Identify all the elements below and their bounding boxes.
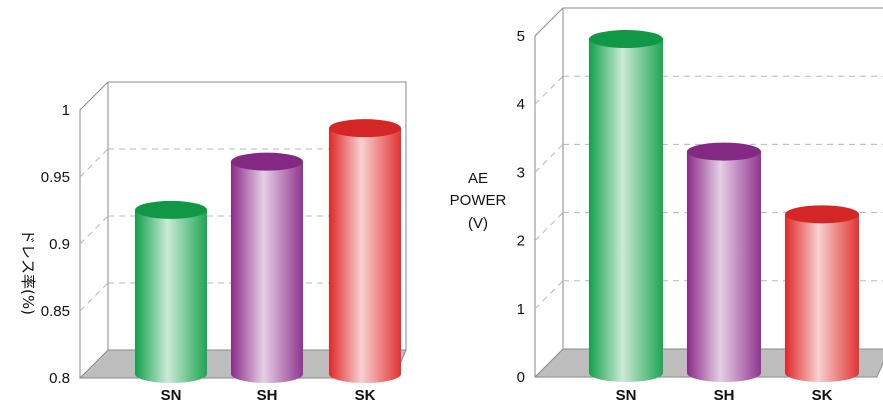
gridline-side — [534, 75, 564, 105]
y-tick-label: 1 — [517, 301, 525, 318]
bar-sn — [135, 200, 207, 383]
x-tick-label: SN — [161, 387, 182, 404]
y-tick-label: 0 — [517, 369, 525, 386]
bar-sk — [785, 205, 859, 382]
bar-top — [329, 119, 401, 138]
chart-dress-rate: 0.8 0.85 0.9 0.95 1 SN SH SK — [41, 81, 407, 404]
gridline-side — [534, 144, 564, 173]
bar-sh — [687, 142, 761, 382]
x-tick-label: SK — [355, 387, 376, 404]
y-tick-label: 1 — [62, 102, 70, 119]
bar-sh — [231, 152, 303, 383]
gridline-side — [79, 282, 109, 312]
bar-body — [231, 161, 303, 383]
y-tick-label: 0.85 — [41, 303, 70, 320]
y-axis-label-chart1: ドレス率(%) — [19, 229, 37, 315]
bar-body — [135, 209, 207, 383]
side-wall — [534, 7, 564, 377]
bar-top — [135, 200, 207, 219]
bar-sn — [589, 30, 663, 382]
gridline-side — [534, 280, 564, 310]
gridline-side — [79, 215, 109, 245]
y-tick-label: 0.9 — [49, 236, 70, 253]
bar-body — [589, 39, 663, 382]
bar-top — [687, 142, 761, 161]
chart-ae-power: 0 1 2 3 4 5 SN SH SK — [517, 7, 883, 404]
y-tick-label: 3 — [517, 164, 525, 181]
y-tick-label: 0.95 — [41, 169, 70, 186]
side-wall — [79, 81, 109, 378]
gridline-side — [79, 148, 109, 178]
gridline-side — [534, 212, 564, 241]
x-tick-label: SK — [812, 387, 833, 404]
x-tick-label: SH — [714, 387, 735, 404]
y-axis-label-line1-chart2: AE — [468, 170, 488, 187]
y-axis-label-line3-chart2: (V) — [468, 215, 488, 232]
bar-sk — [329, 119, 401, 383]
bar-body — [687, 151, 761, 382]
bar-body — [329, 128, 401, 383]
y-axis-label-line2-chart2: POWER — [450, 192, 507, 209]
y-tick-label: 0.8 — [49, 370, 70, 387]
y-tick-label: 5 — [517, 28, 525, 45]
x-tick-label: SN — [616, 387, 637, 404]
bar-body — [785, 214, 859, 382]
y-tick-label: 4 — [517, 96, 525, 113]
bar-top — [231, 152, 303, 171]
x-tick-label: SH — [257, 387, 278, 404]
bar-top — [589, 30, 663, 49]
back-wall — [562, 7, 883, 349]
bar-top — [785, 205, 859, 224]
y-tick-label: 2 — [517, 233, 525, 250]
